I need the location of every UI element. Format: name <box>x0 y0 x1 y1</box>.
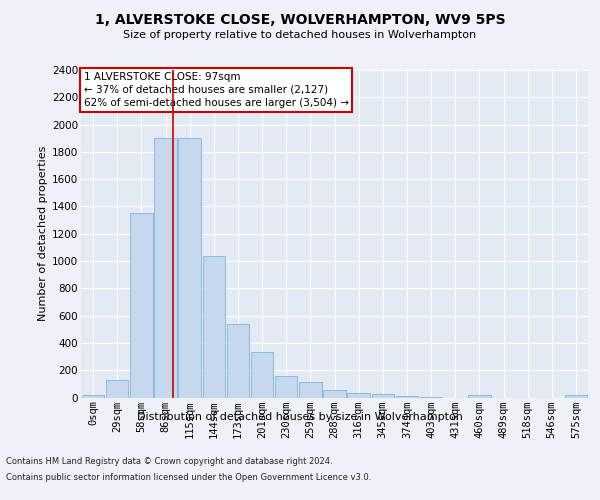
Bar <box>203 256 225 398</box>
Bar <box>251 352 273 398</box>
Bar <box>468 395 491 398</box>
Y-axis label: Number of detached properties: Number of detached properties <box>38 146 48 322</box>
Bar <box>299 382 322 398</box>
Bar <box>396 396 418 398</box>
Bar <box>227 324 249 398</box>
Bar <box>323 390 346 398</box>
Bar <box>565 396 587 398</box>
Bar <box>154 138 177 398</box>
Bar <box>178 138 201 398</box>
Bar <box>347 392 370 398</box>
Bar <box>106 380 128 398</box>
Text: Contains public sector information licensed under the Open Government Licence v3: Contains public sector information licen… <box>6 472 371 482</box>
Text: 1, ALVERSTOKE CLOSE, WOLVERHAMPTON, WV9 5PS: 1, ALVERSTOKE CLOSE, WOLVERHAMPTON, WV9 … <box>95 12 505 26</box>
Bar <box>82 396 104 398</box>
Text: Distribution of detached houses by size in Wolverhampton: Distribution of detached houses by size … <box>137 412 463 422</box>
Bar <box>420 397 442 398</box>
Text: Contains HM Land Registry data © Crown copyright and database right 2024.: Contains HM Land Registry data © Crown c… <box>6 458 332 466</box>
Bar <box>371 394 394 398</box>
Bar <box>275 376 298 398</box>
Text: 1 ALVERSTOKE CLOSE: 97sqm
← 37% of detached houses are smaller (2,127)
62% of se: 1 ALVERSTOKE CLOSE: 97sqm ← 37% of detac… <box>83 72 349 108</box>
Text: Size of property relative to detached houses in Wolverhampton: Size of property relative to detached ho… <box>124 30 476 40</box>
Bar <box>130 214 152 398</box>
